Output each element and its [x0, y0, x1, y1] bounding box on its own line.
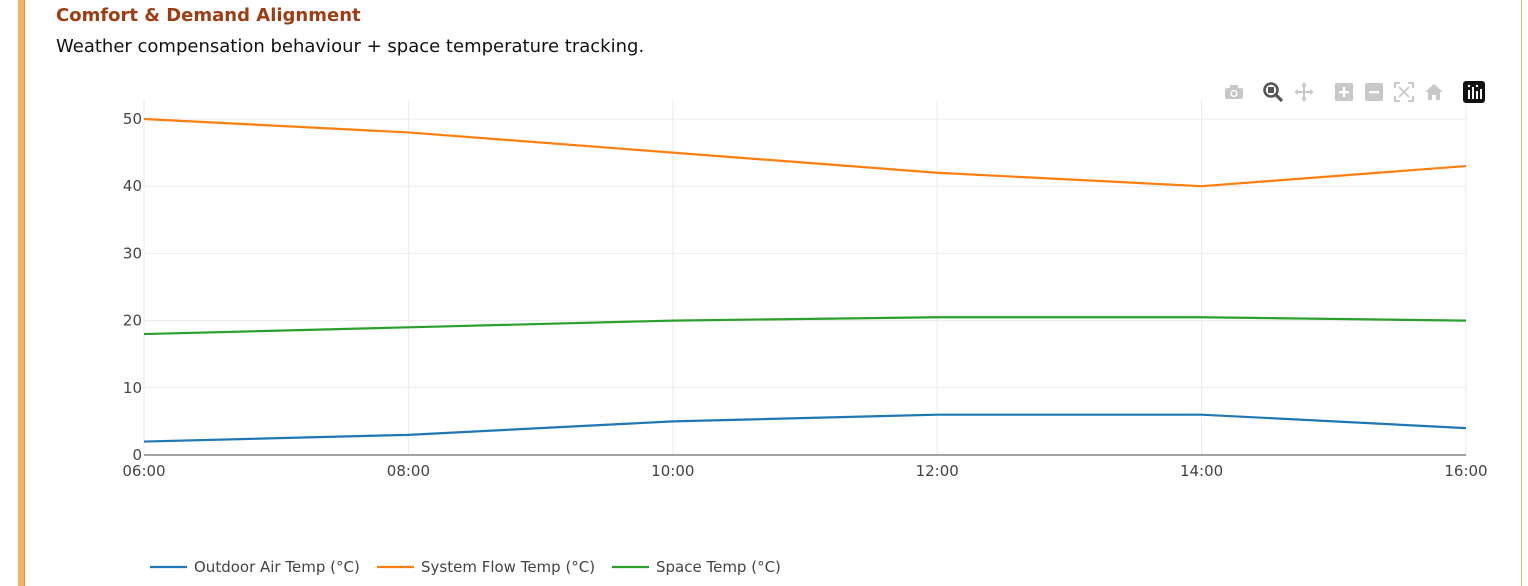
x-tick-label: 08:00: [387, 462, 430, 480]
legend-label-1: Outdoor Air Temp (°C): [194, 558, 360, 576]
card-subtitle: Weather compensation behaviour + space t…: [56, 36, 645, 57]
chart-modebar: [1218, 80, 1488, 104]
card-right-border: [1521, 0, 1522, 586]
series-line-2: [143, 117, 1467, 188]
zoom-out-icon[interactable]: [1362, 80, 1386, 104]
x-tick-label: 14:00: [1180, 462, 1223, 480]
card-title: Comfort & Demand Alignment: [56, 5, 361, 26]
zoom-in-icon[interactable]: [1332, 80, 1356, 104]
legend-label-2: System Flow Temp (°C): [421, 558, 595, 576]
pan-icon[interactable]: [1292, 80, 1316, 104]
series-line-1: [143, 413, 1467, 443]
plotly-logo-icon[interactable]: [1462, 80, 1486, 104]
autoscale-icon[interactable]: [1392, 80, 1416, 104]
x-tick-label: 10:00: [651, 462, 694, 480]
y-tick-label: 40: [123, 177, 142, 195]
series-line-3: [143, 316, 1467, 336]
x-tick-label: 06:00: [122, 462, 165, 480]
camera-icon[interactable]: [1222, 80, 1246, 104]
x-tick-label: 12:00: [916, 462, 959, 480]
y-tick-label: 0: [132, 446, 142, 464]
zoom-icon[interactable]: [1261, 80, 1285, 104]
y-tick-label: 20: [123, 312, 142, 330]
y-tick-label: 30: [123, 244, 142, 262]
y-tick-label: 50: [123, 110, 142, 128]
y-tick-label: 10: [123, 379, 142, 397]
legend-label-3: Space Temp (°C): [656, 558, 781, 576]
reset-axes-icon[interactable]: [1422, 80, 1446, 104]
card-accent-bar: [18, 0, 25, 586]
x-tick-label: 16:00: [1444, 462, 1487, 480]
